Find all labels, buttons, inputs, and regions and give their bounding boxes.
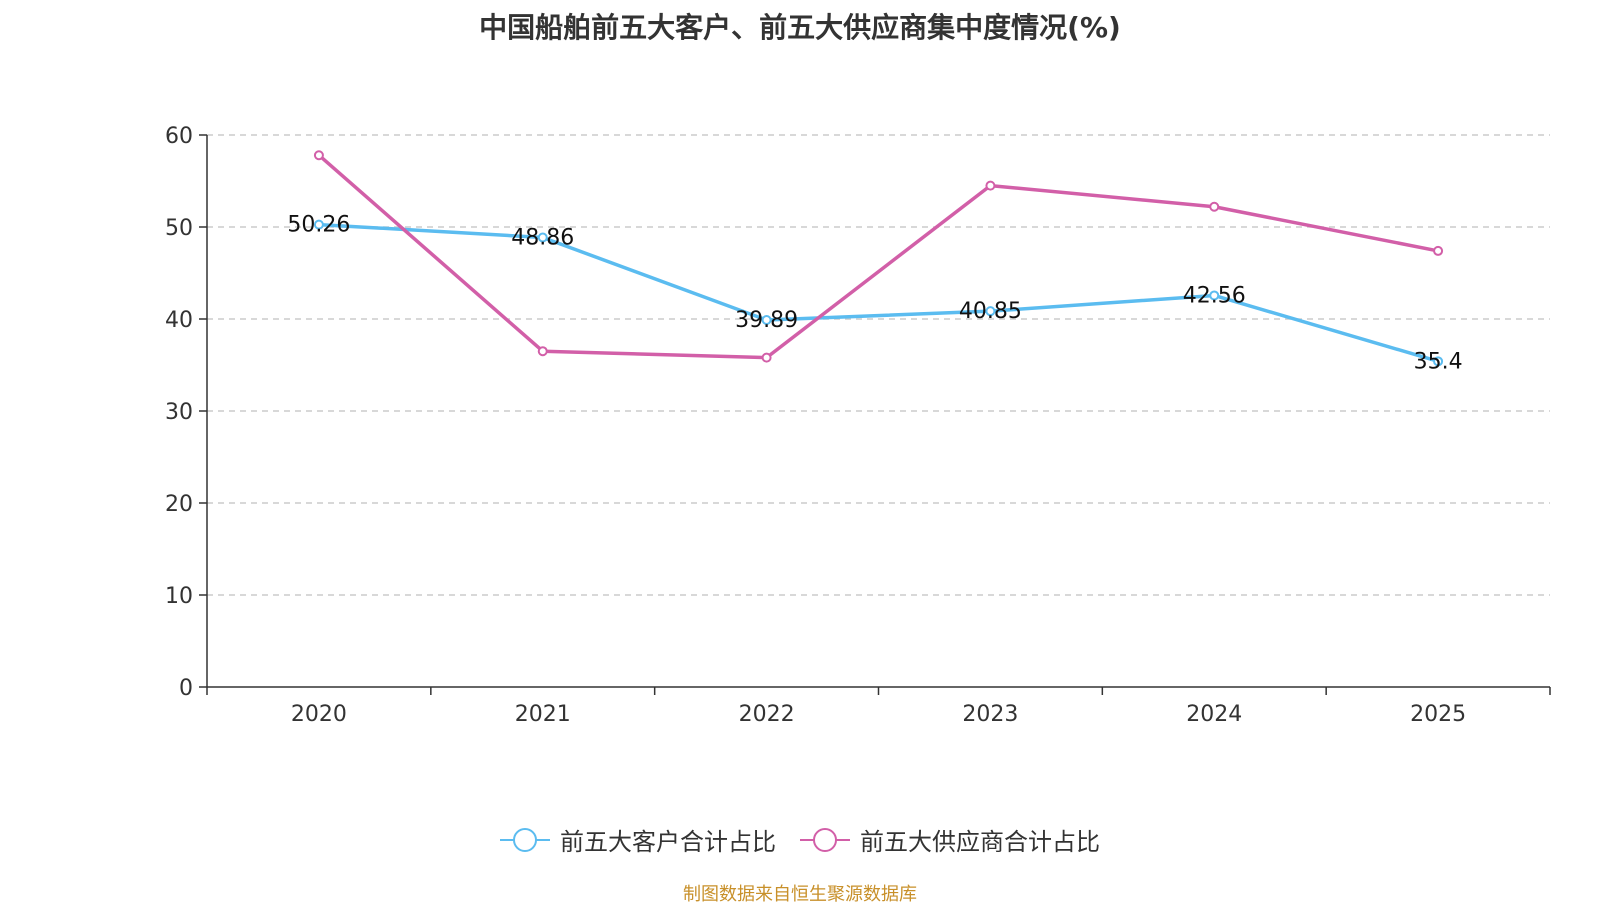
y-tick-label-50: 50 <box>165 216 193 241</box>
y-tick-label-0: 0 <box>179 676 193 701</box>
point-0-2021 <box>537 232 548 243</box>
grid-lines <box>207 134 1550 596</box>
x-tick-label-2024: 2024 <box>1186 702 1242 727</box>
point-1-2021 <box>537 346 548 357</box>
point-1-2022 <box>761 352 772 363</box>
axes <box>199 134 1551 695</box>
point-0-2022 <box>761 315 772 326</box>
data-label-2025: 35.4 <box>1414 349 1463 374</box>
data-label-2024: 42.56 <box>1183 283 1246 308</box>
legend-item-customers[interactable]: 前五大客户合计占比 <box>500 822 776 857</box>
data-label-2020: 50.26 <box>287 213 350 238</box>
legend-label-customers: 前五大客户合计占比 <box>560 828 776 856</box>
x-tick-label-2021: 2021 <box>515 702 571 727</box>
series-line-1 <box>317 153 1439 360</box>
legend-marker-suppliers <box>800 827 850 852</box>
data-label-2022: 39.89 <box>735 308 798 333</box>
line-chart: 0 10 20 30 40 50 60 2020 2021 2022 2023 2024 2025 5… <box>165 124 1551 727</box>
legend-item-suppliers[interactable]: 前五大供应商合计占比 <box>800 822 1100 857</box>
x-tick-label-2020: 2020 <box>291 702 347 727</box>
y-tick-label-20: 20 <box>165 492 193 517</box>
series-line-0 <box>318 222 1439 363</box>
legend: 前五大客户合计占比 前五大供应商合计占比 <box>0 822 1600 857</box>
point-0-2023 <box>985 306 996 317</box>
y-tick-label-60: 60 <box>165 124 193 149</box>
x-tick-labels: 2020 2021 2022 2023 2024 2025 <box>291 702 1466 727</box>
y-tick-label-30: 30 <box>165 400 193 425</box>
y-tick-labels: 0 10 20 30 40 50 60 <box>165 124 193 701</box>
x-tick-label-2025: 2025 <box>1410 702 1466 727</box>
point-1-2025 <box>1433 245 1444 256</box>
point-0-2024 <box>1209 290 1220 301</box>
data-labels: 50.26 48.86 39.89 40.85 42.56 35.4 <box>287 213 1462 375</box>
point-1-2020 <box>313 150 324 161</box>
legend-label-suppliers: 前五大供应商合计占比 <box>860 828 1100 856</box>
data-label-2023: 40.85 <box>959 299 1022 324</box>
point-1-2024 <box>1209 201 1220 212</box>
legend-marker-customers <box>500 827 550 852</box>
point-0-2025 <box>1433 356 1444 367</box>
y-tick-label-40: 40 <box>165 308 193 333</box>
x-tick-label-2023: 2023 <box>962 702 1018 727</box>
source-note: 制图数据来自恒生聚源数据库 <box>683 884 917 905</box>
x-tick-label-2022: 2022 <box>739 702 795 727</box>
data-label-2021: 48.86 <box>511 225 574 250</box>
y-tick-label-10: 10 <box>165 584 193 609</box>
point-1-2023 <box>985 180 996 191</box>
chart-title: 中国船舶前五大客户、前五大供应商集中度情况(%) <box>479 11 1121 44</box>
series-lines <box>313 150 1444 367</box>
point-0-2020 <box>313 219 324 230</box>
